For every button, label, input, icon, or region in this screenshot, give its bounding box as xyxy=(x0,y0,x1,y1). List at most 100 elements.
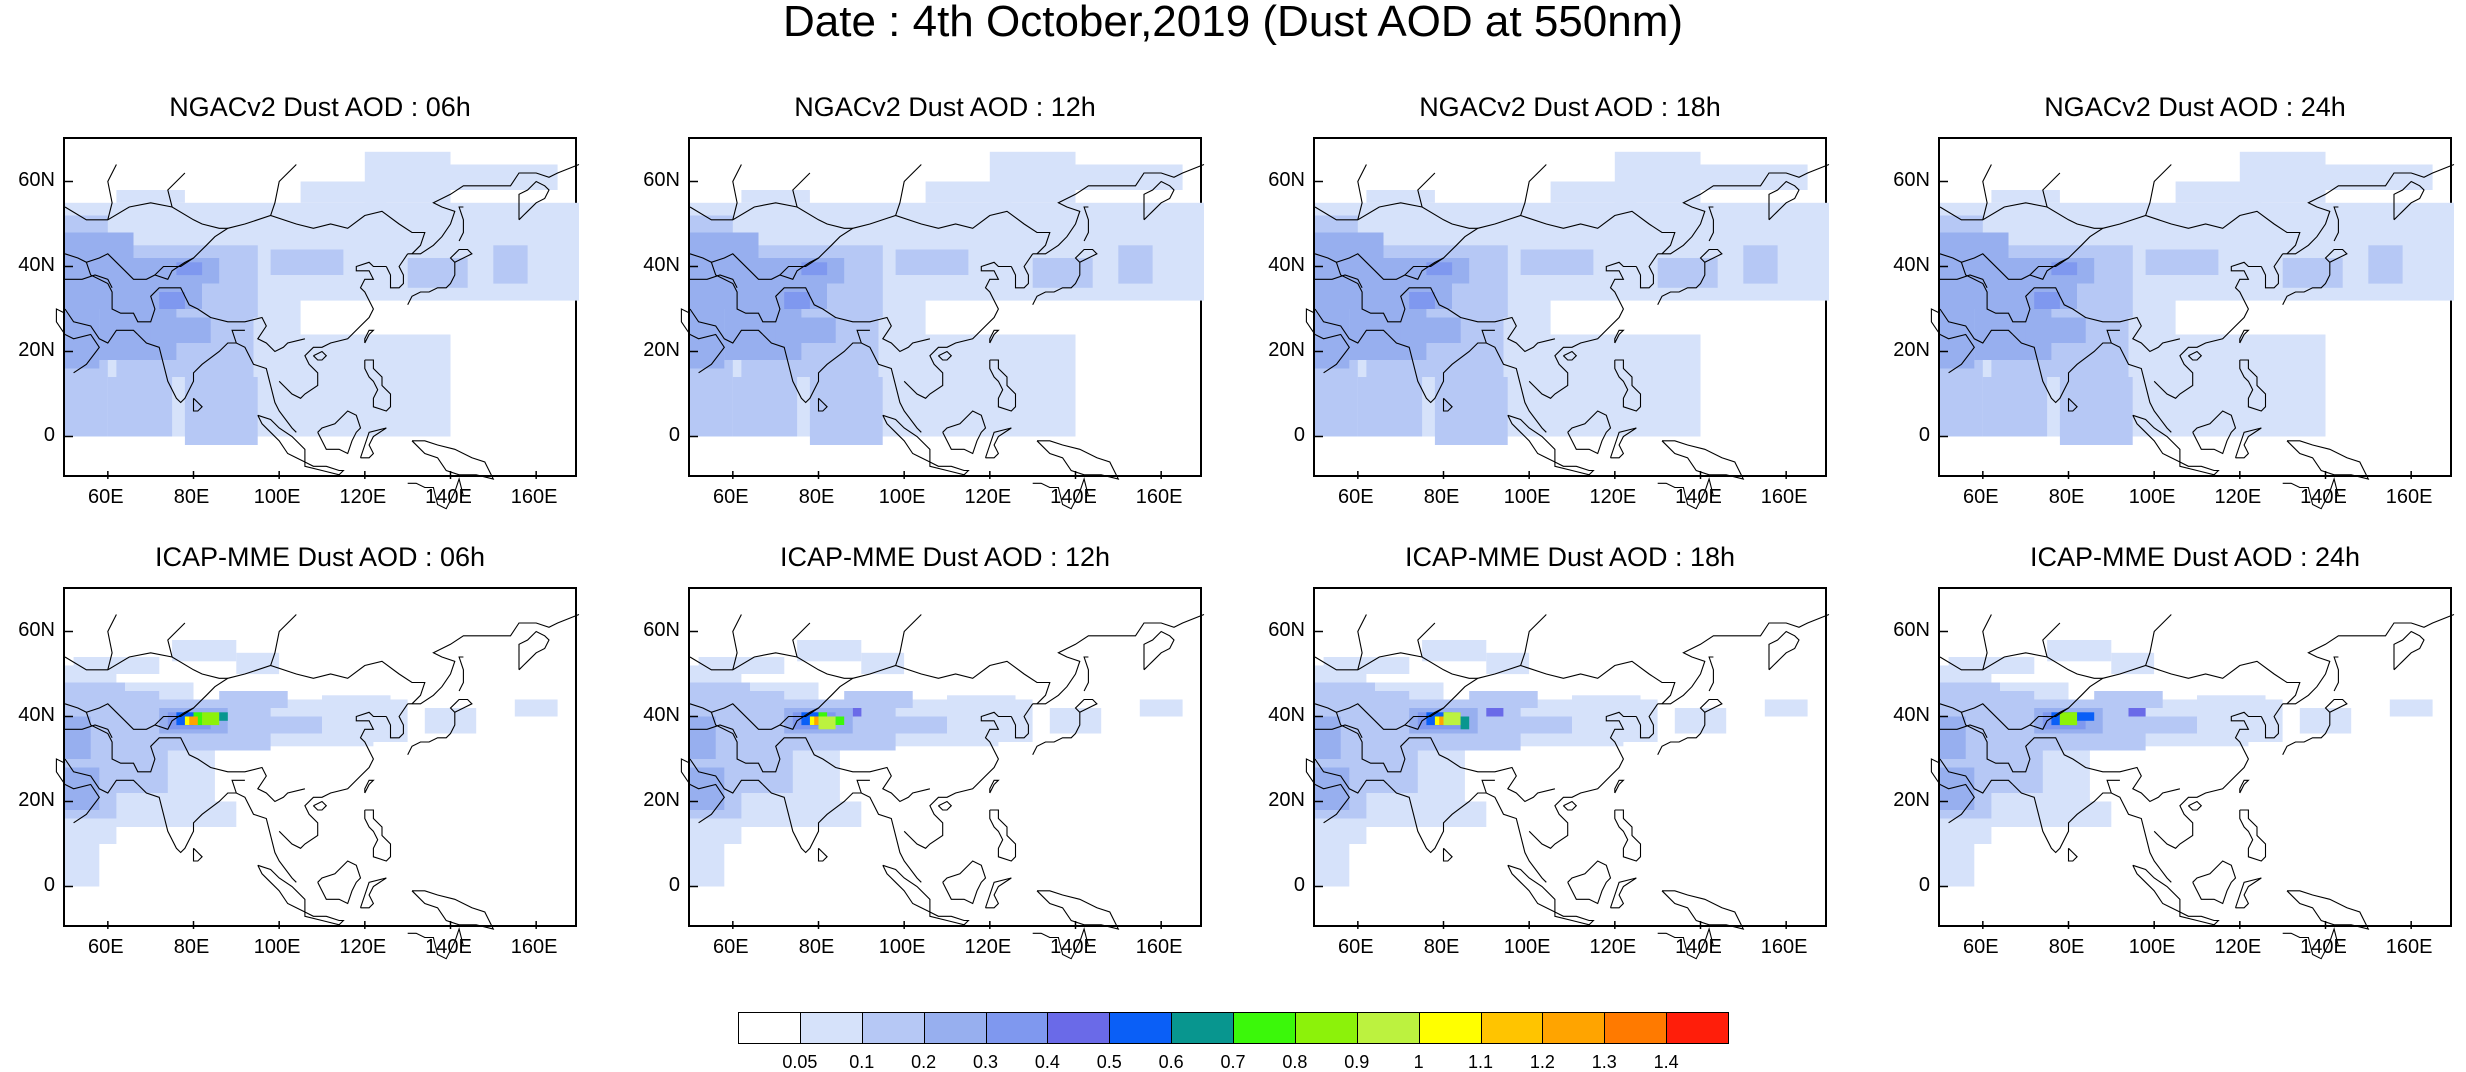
aod-cell xyxy=(2282,258,2343,288)
coastline xyxy=(680,758,725,824)
aod-cell xyxy=(2077,712,2095,721)
coastline xyxy=(792,622,811,658)
coastline xyxy=(1083,656,1089,692)
x-tick-label: 160E xyxy=(1135,936,1183,958)
coastline xyxy=(1507,414,1556,463)
x-tick-label: 140E xyxy=(2300,486,2347,508)
y-tick-label: 20N xyxy=(643,788,680,811)
coastline xyxy=(407,163,580,255)
panel-title: ICAP-MME Dust AOD : 18h xyxy=(1404,542,1736,572)
aod-cell xyxy=(90,691,160,725)
coastline xyxy=(407,927,464,960)
aod-cell xyxy=(818,716,836,730)
coastline xyxy=(1554,461,1595,476)
x-tick-label: 120E xyxy=(1589,936,1637,958)
coastline xyxy=(278,711,387,849)
tick-marks xyxy=(690,630,1162,929)
colorbar-label: 0.3 xyxy=(972,1052,999,1072)
coastline xyxy=(903,261,1012,399)
coastline xyxy=(317,860,362,905)
coastline xyxy=(1032,477,1089,510)
aod-cell xyxy=(784,801,862,827)
coastline xyxy=(411,890,495,930)
y-tick-label: 60N xyxy=(18,618,55,641)
coastline xyxy=(2234,877,2262,909)
aod-cell xyxy=(1982,377,2048,437)
coastline xyxy=(458,206,464,242)
coastline xyxy=(762,784,922,883)
coastlines xyxy=(680,613,1205,960)
x-tick-label: 140E xyxy=(2300,936,2347,958)
coastline xyxy=(1614,809,1642,862)
coastline xyxy=(1940,274,1988,289)
coastline xyxy=(1982,614,1992,670)
aod-cell xyxy=(1520,249,1594,275)
colorbar-swatch xyxy=(1480,1012,1544,1044)
colorbar-label: 1.1 xyxy=(1467,1052,1494,1072)
colorbar-swatch xyxy=(1047,1012,1111,1044)
coastline xyxy=(817,397,828,412)
coastline xyxy=(1567,410,1612,455)
coastline xyxy=(364,329,375,344)
x-tick-label: 160E xyxy=(510,486,558,508)
coastline xyxy=(2153,261,2262,399)
x-tick-label: 60E xyxy=(1338,936,1374,958)
colorbar-label: 0.6 xyxy=(1158,1052,1184,1072)
coastline xyxy=(137,784,297,883)
coastline xyxy=(1982,164,1992,220)
coastline xyxy=(1554,911,1595,926)
coastline xyxy=(2333,206,2339,242)
y-tick-label: 20N xyxy=(18,338,55,361)
colorbar-swatch xyxy=(1542,1012,1606,1044)
coastline xyxy=(929,911,970,926)
coastline xyxy=(690,724,738,739)
coastline xyxy=(2029,707,2069,726)
y-tick-label: 60N xyxy=(1268,618,1305,641)
x-tick-label: 80E xyxy=(1423,486,1460,508)
x-tick-label: 100E xyxy=(878,486,926,508)
coastline xyxy=(762,334,922,433)
aod-cell xyxy=(801,262,828,276)
coastline xyxy=(407,698,473,756)
x-tick-label: 120E xyxy=(2214,486,2262,508)
panel-title: ICAP-MME Dust AOD : 24h xyxy=(2029,542,2361,572)
dust-aod-map xyxy=(680,151,1205,510)
aod-cell xyxy=(65,835,100,887)
aod-cell xyxy=(2094,691,2163,708)
coastline xyxy=(2239,779,2250,794)
coastline xyxy=(1404,257,1444,276)
coastlines xyxy=(1930,613,2455,960)
coastline xyxy=(65,724,113,739)
coastline xyxy=(1314,308,1389,344)
coastline xyxy=(929,461,970,476)
aod-cell xyxy=(1503,716,1572,734)
coastline xyxy=(2239,359,2267,412)
dust-aod-map xyxy=(680,613,1205,960)
coastline xyxy=(2234,427,2262,459)
aod-cell xyxy=(150,317,211,343)
coastline xyxy=(732,164,742,220)
coastline xyxy=(1387,334,1547,433)
coastline xyxy=(55,758,100,824)
coastline xyxy=(1481,779,1495,794)
aod-cell xyxy=(904,334,1076,437)
x-tick-label: 80E xyxy=(2048,936,2085,958)
coastline xyxy=(1939,660,2301,730)
coastline xyxy=(385,703,409,739)
colorbar-label: 0.2 xyxy=(911,1052,937,1072)
coastline xyxy=(313,800,328,811)
coastline xyxy=(1143,630,1175,671)
aod-cell xyxy=(159,292,185,309)
coastline xyxy=(989,809,1017,862)
colorbar-label: 1.3 xyxy=(1591,1052,1617,1072)
y-tick-label: 20N xyxy=(1268,788,1305,811)
y-tick-label: 20N xyxy=(1268,338,1305,361)
coastline xyxy=(1609,877,1637,909)
y-tick-label: 40N xyxy=(1268,253,1305,276)
coastline xyxy=(710,262,931,353)
aod-cell xyxy=(1965,691,2035,725)
x-tick-label: 100E xyxy=(253,936,301,958)
coastlines xyxy=(1305,613,1830,960)
aod-cell xyxy=(2034,801,2112,827)
aod-cell xyxy=(176,262,203,276)
